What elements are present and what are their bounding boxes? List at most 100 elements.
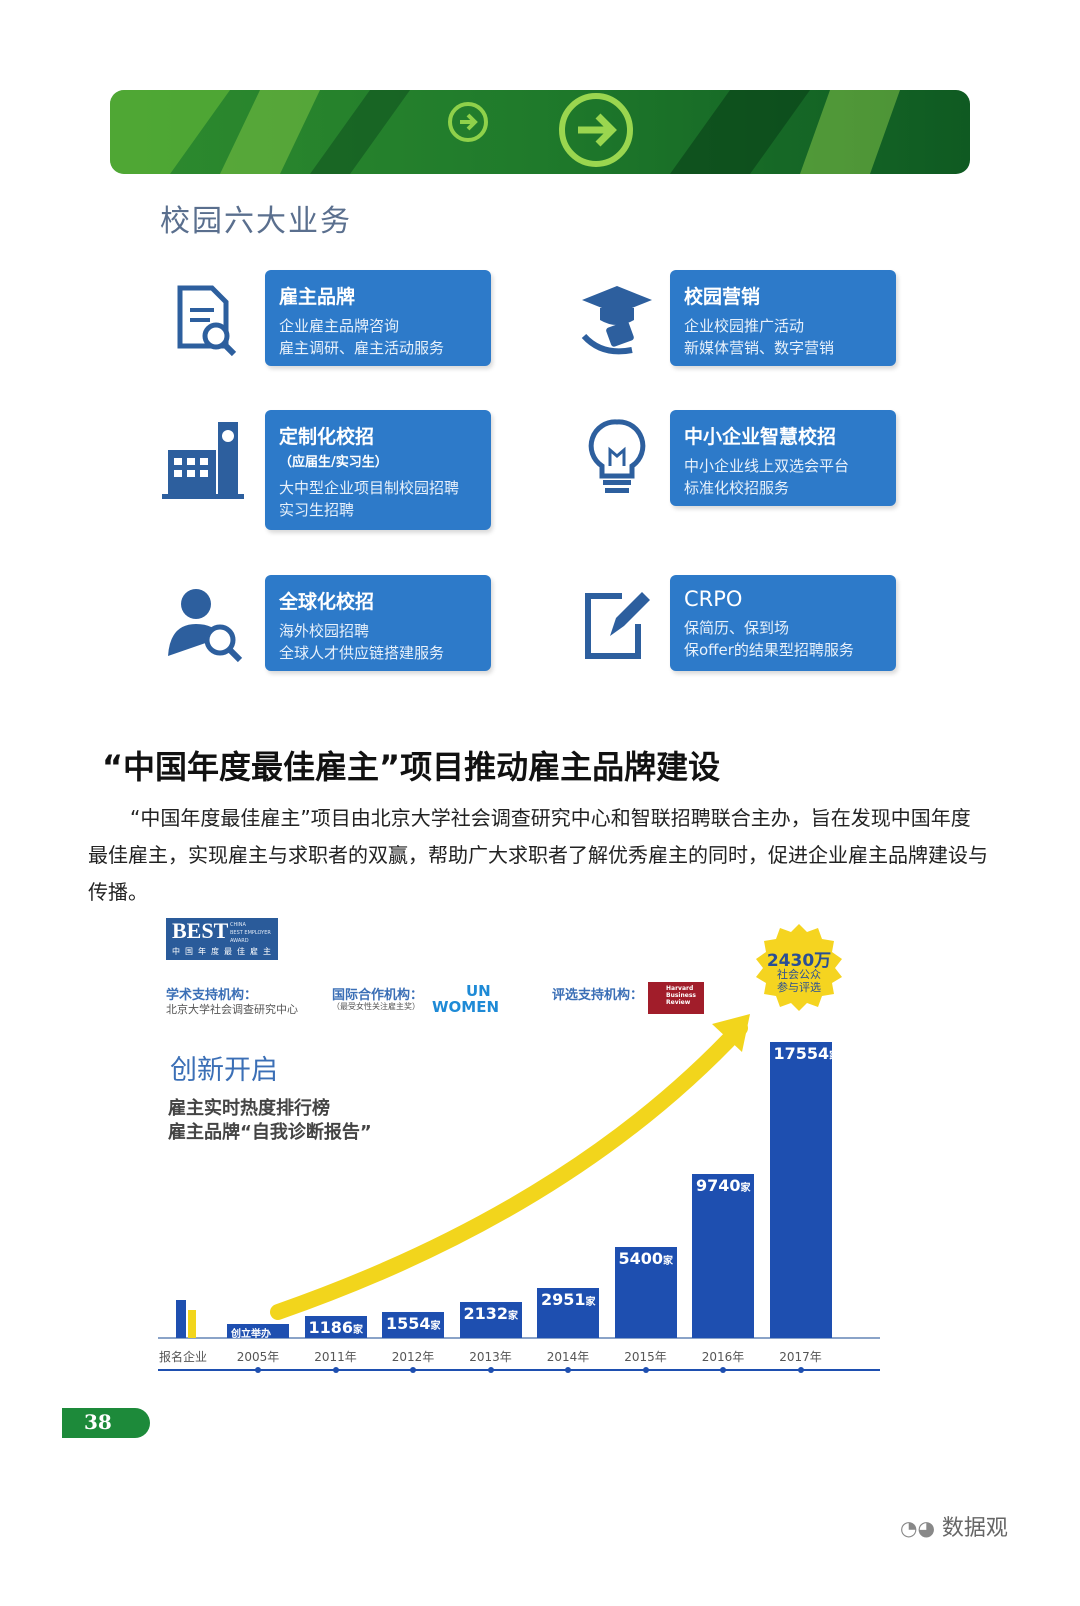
chart-bar: [537, 1288, 599, 1338]
bar-unit-label: 家: [829, 1051, 840, 1062]
service-title: 校园营销: [684, 286, 761, 308]
service-card-campus-marketing[interactable]: 校园营销 企业校园推广活动 新媒体营销、数字营销: [670, 270, 896, 366]
service-line: 标准化校招服务: [684, 479, 790, 497]
service-title: 雇主品牌: [279, 286, 356, 308]
chart-bar: [227, 1324, 289, 1338]
bar-unit-label: 家: [663, 1255, 674, 1267]
academic-support-org: 北京大学社会调查研究中心: [166, 1003, 298, 1016]
x-axis-label: 报名企业: [158, 1350, 207, 1364]
hbr-logo-line: Harvard: [666, 985, 694, 992]
logo-main-text: BEST: [172, 918, 229, 943]
wechat-icon: ◔◕: [900, 1516, 935, 1540]
x-tick-dot: [410, 1367, 416, 1373]
x-tick-label: 2014年: [546, 1350, 590, 1364]
x-tick-dot: [797, 1367, 804, 1373]
un-women-logo-line: UN: [466, 982, 491, 1000]
document-search-icon: [160, 276, 250, 370]
top-banner: [110, 90, 970, 174]
service-title-note: （应届生/实习生）: [279, 455, 388, 470]
service-line: 雇主调研、雇主活动服务: [279, 339, 445, 357]
x-tick-label: 2005年: [236, 1350, 280, 1364]
x-tick-dot: [255, 1367, 261, 1373]
chart-bar: [304, 1316, 367, 1338]
bar-data-label: 1186家: [308, 1318, 364, 1337]
academic-support-label: 学术支持机构：: [166, 988, 258, 1003]
bar-unit-label: 家: [430, 1320, 441, 1332]
service-line: 企业雇主品牌咨询: [279, 317, 400, 335]
service-line: 新媒体营销、数字营销: [684, 339, 835, 357]
service-line: 海外校园招聘: [279, 622, 370, 640]
service-line: 企业校园推广活动: [684, 317, 805, 335]
logo-small-line: BEST EMPLOYER: [230, 930, 271, 936]
service-card-crpo[interactable]: CRPO 保简历、保到场 保offer的结果型招聘服务: [670, 575, 896, 671]
bar-unit-label: 家: [353, 1325, 364, 1336]
chart-bar: [692, 1173, 754, 1338]
bar-data-label: 5400家: [618, 1248, 674, 1268]
chart-bar: [769, 1042, 832, 1338]
person-search-icon: [160, 578, 250, 672]
badge-star: [756, 924, 842, 1011]
graduation-cap-icon: [572, 276, 662, 370]
x-tick-label: 2011年: [314, 1350, 357, 1364]
service-card-employer-brand[interactable]: 雇主品牌 企业雇主品牌咨询 雇主调研、雇主活动服务: [265, 270, 491, 366]
enterprise-icon-accent: [188, 1310, 196, 1338]
service-title: CRPO: [684, 587, 743, 611]
watermark: ◔◕ 数据观: [900, 1510, 1008, 1542]
participation-badge: 2430万 社会公众 参与评选: [754, 922, 844, 1012]
bar-data-label: 创立举办: [231, 1329, 271, 1340]
page-number-tab: [62, 1408, 150, 1438]
logo-cn-text: 中国年度最佳雇主: [172, 947, 276, 956]
logo-small-line: CHINA: [230, 922, 246, 928]
bar-data-label: 9740家: [696, 1175, 751, 1195]
selection-support-label: 评选支持机构：: [552, 988, 644, 1003]
x-tick-dot: [565, 1367, 571, 1373]
edit-form-icon: [572, 578, 662, 672]
innovation-line: 雇主品牌“自我诊断报告”: [168, 1122, 372, 1143]
service-line: 保简历、保到场: [684, 619, 790, 637]
chart-svg: [158, 1014, 880, 1371]
un-women-logo: UN WOMEN: [432, 982, 532, 1016]
service-line: 实习生招聘: [279, 501, 355, 519]
x-tick-dot: [642, 1367, 649, 1373]
logo-small-text: CHINA BEST EMPLOYER AWARD: [230, 921, 271, 945]
service-card-sme-smart-recruiting[interactable]: 中小企业智慧校招 中小企业线上双选会平台 标准化校招服务: [670, 410, 896, 506]
bar-unit-label: 家: [740, 1182, 751, 1194]
service-line: 保offer的结果型招聘服务: [684, 641, 854, 659]
page-number: 38: [84, 1410, 112, 1434]
x-tick-label: 2012年: [391, 1350, 435, 1364]
best-employer-logo: BEST CHINA BEST EMPLOYER AWARD 中国年度最佳雇主: [166, 918, 278, 960]
employer-participation-chart: 报名企业 创立举办 2005年 1186家 2011年 1554家 2012年 2132家 20…: [150, 900, 890, 1390]
trend-arrow-head: [712, 1014, 750, 1052]
building-icon: [160, 414, 250, 508]
x-tick-label: 2016年: [701, 1350, 745, 1364]
chart-bar: [382, 1311, 444, 1338]
intl-partner-label: 国际合作机构：: [332, 988, 424, 1003]
chart-bar: [614, 1246, 677, 1338]
x-tick-label: 2015年: [624, 1350, 667, 1364]
badge-caption: 社会公众 参与评选: [754, 968, 844, 994]
chart-bar: [459, 1302, 522, 1338]
article-heading: “中国年度最佳雇主”项目推动雇主品牌建设: [102, 748, 721, 786]
innovation-line: 雇主实时热度排行榜: [168, 1098, 330, 1119]
badge-value: 2430万: [766, 951, 832, 971]
service-title: 全球化校招: [279, 591, 375, 613]
service-card-custom-recruiting[interactable]: 定制化校招 （应届生/实习生） 大中型企业项目制校园招聘 实习生招聘: [265, 410, 491, 530]
hbr-logo: Harvard Business Review: [648, 982, 704, 1014]
enterprise-icon: [176, 1300, 186, 1338]
service-card-global-recruiting[interactable]: 全球化校招 海外校园招聘 全球人才供应链搭建服务: [265, 575, 491, 671]
bar-data-label: 17554家: [773, 1044, 840, 1063]
x-tick-label: 2017年: [779, 1350, 822, 1364]
innovation-title: 创新开启: [170, 1055, 278, 1086]
watermark-text: 数据观: [941, 1516, 1008, 1541]
x-tick-dot: [487, 1367, 494, 1373]
hbr-logo-line: Review: [666, 999, 691, 1006]
badge-caption-line: 参与评选: [777, 981, 821, 994]
x-tick-label: 2013年: [469, 1350, 512, 1364]
x-tick-dot: [720, 1367, 726, 1373]
badge-caption-line: 社会公众: [777, 968, 821, 981]
service-title: 定制化校招: [279, 426, 375, 448]
service-line: 中小企业线上双选会平台: [684, 457, 850, 475]
x-tick-dot: [332, 1367, 339, 1373]
bar-data-label: 2132家: [463, 1304, 519, 1324]
bar-unit-label: 家: [585, 1297, 596, 1309]
